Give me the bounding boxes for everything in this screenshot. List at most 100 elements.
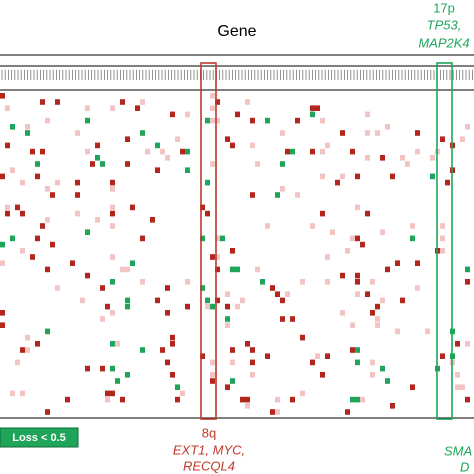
heatmap-cell (205, 117, 210, 124)
heatmap-cell (45, 266, 50, 273)
heatmap-cell (255, 161, 260, 167)
heatmap-cell (225, 291, 230, 297)
heatmap-cell (275, 396, 280, 403)
heatmap-cell (325, 279, 330, 285)
heatmap-cell (465, 341, 470, 347)
heatmap-cell (70, 260, 75, 266)
heatmap-cell (360, 241, 365, 248)
heatmap-cell (200, 285, 205, 291)
gene-label: D (460, 459, 469, 474)
heatmap-cell (110, 223, 115, 229)
heatmap-cell (375, 322, 380, 328)
heatmap-cell (230, 266, 235, 273)
heatmap-cell (405, 161, 410, 167)
heatmap-cell (165, 285, 170, 291)
heatmap-cell (415, 260, 420, 266)
heatmap-cell (25, 130, 30, 136)
heatmap-cell (45, 186, 50, 192)
heatmap-cell (35, 173, 40, 180)
heatmap-cell (325, 353, 330, 359)
heatmap-cell (165, 359, 170, 366)
heatmap-cell (350, 396, 355, 403)
heatmap-cell (5, 105, 10, 111)
heatmap-cell (465, 266, 470, 273)
heatmap-cell (350, 235, 355, 242)
heatmap-cell (110, 210, 115, 217)
heatmap-cell (350, 322, 355, 328)
heatmap-cell (185, 303, 190, 310)
heatmap-cell (210, 93, 215, 99)
heatmap-cell (200, 353, 205, 359)
heatmap-cell (250, 359, 255, 366)
heatmap-cell (110, 279, 115, 285)
heatmap-cell (275, 192, 280, 198)
heatmap-cell (175, 136, 180, 142)
heatmap-cell (140, 99, 145, 105)
heatmap-cell (130, 204, 135, 211)
heatmap-cell (95, 217, 100, 223)
heatmap-cell (415, 148, 420, 155)
heatmap-cell (55, 179, 60, 186)
heatmap-cell (465, 124, 470, 130)
heatmap-cell (170, 334, 175, 341)
heatmap-cell (215, 297, 220, 304)
gene-header (0, 65, 474, 91)
heatmap-cell (0, 173, 5, 180)
heatmap-cell (45, 117, 50, 124)
heatmap-cell (15, 359, 20, 366)
heatmap-cell (230, 378, 235, 384)
heatmap-cell (315, 353, 320, 359)
heatmap-cell (160, 347, 165, 353)
heatmap-cell (310, 148, 315, 155)
heatmap-cell (455, 341, 460, 347)
figure-title: Gene (217, 23, 256, 40)
heatmap-cell (0, 260, 5, 266)
heatmap-cell (30, 254, 35, 260)
heatmap-cell (5, 210, 10, 217)
heatmap-cell (50, 241, 55, 248)
heatmap-cell (460, 384, 465, 390)
heatmap-cell (385, 124, 390, 130)
heatmap-cell (345, 248, 350, 254)
heatmap-cell (120, 99, 125, 105)
heatmap-cell (375, 316, 380, 322)
heatmap-cell (395, 328, 400, 335)
heatmap-cell (205, 179, 210, 186)
heatmap-cell (20, 390, 25, 397)
heatmap-cell (260, 279, 265, 285)
heatmap-cell (140, 130, 145, 136)
heatmap-cell (390, 173, 395, 180)
heatmap-cell (110, 179, 115, 186)
heatmap-cell (210, 117, 215, 124)
heatmap-cell (370, 279, 375, 285)
heatmap-cell (215, 117, 220, 124)
heatmap-cell (205, 210, 210, 217)
heatmap-cell (290, 396, 295, 403)
heatmap-cell (365, 155, 370, 161)
heatmap-cell (170, 111, 175, 118)
heatmap-cell (75, 192, 80, 198)
heatmap-cell (250, 142, 255, 149)
heatmap-cell (95, 155, 100, 161)
heatmap-cell (230, 347, 235, 353)
heatmap-cell (155, 142, 160, 149)
heatmap-cell (130, 260, 135, 266)
heatmap-cell (75, 210, 80, 217)
heatmap-cell (225, 322, 230, 328)
heatmap-cell (380, 229, 385, 235)
heatmap-cell (355, 173, 360, 180)
heatmap-cell (355, 347, 360, 353)
heatmap-cell (340, 130, 345, 136)
heatmap-cell (225, 384, 230, 390)
heatmap-cell (280, 130, 285, 136)
heatmap-cell (335, 179, 340, 186)
heatmap-cell (265, 353, 270, 359)
heatmap-cell (210, 254, 215, 260)
heatmap-cell (225, 316, 230, 322)
heatmap-cell (165, 310, 170, 316)
heatmap-cell (390, 403, 395, 409)
heatmap-cell (100, 285, 105, 291)
heatmap-cell (110, 365, 115, 372)
heatmap-cell (25, 124, 30, 130)
heatmap-cell (275, 291, 280, 297)
